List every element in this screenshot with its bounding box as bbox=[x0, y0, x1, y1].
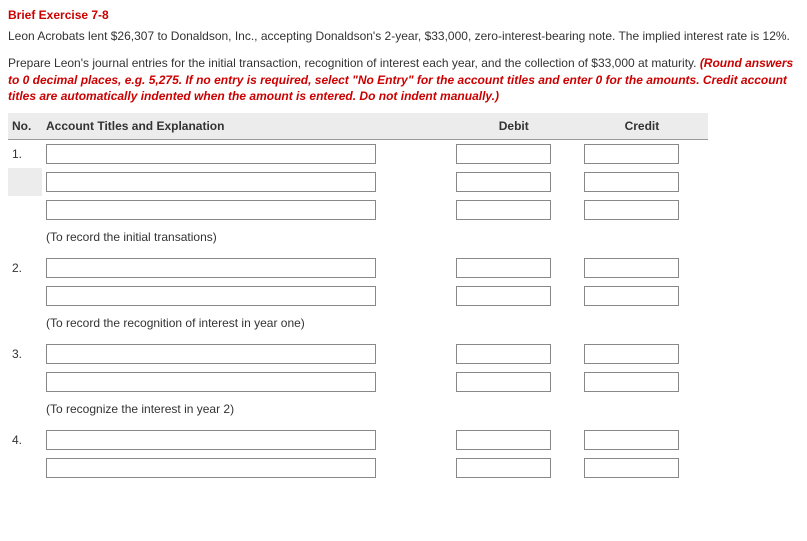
exercise-title: Brief Exercise 7-8 bbox=[8, 8, 799, 22]
debit-input[interactable] bbox=[456, 200, 551, 220]
explanation-text: (To recognize the interest in year 2) bbox=[42, 396, 708, 426]
credit-input[interactable] bbox=[584, 200, 679, 220]
credit-input[interactable] bbox=[584, 430, 679, 450]
account-input[interactable] bbox=[46, 286, 376, 306]
instructions-plain: Prepare Leon's journal entries for the i… bbox=[8, 56, 700, 70]
account-input[interactable] bbox=[46, 144, 376, 164]
header-no: No. bbox=[8, 113, 42, 140]
row-number: 1. bbox=[8, 140, 42, 169]
table-row bbox=[8, 196, 708, 224]
table-row: 4. bbox=[8, 426, 708, 454]
debit-input[interactable] bbox=[456, 286, 551, 306]
explanation-text: (To record the recognition of interest i… bbox=[42, 310, 708, 340]
instructions: Prepare Leon's journal entries for the i… bbox=[8, 55, 799, 105]
credit-input[interactable] bbox=[584, 172, 679, 192]
table-row: 1. bbox=[8, 140, 708, 169]
row-number: 3. bbox=[8, 340, 42, 368]
row-number: 4. bbox=[8, 426, 42, 454]
table-row bbox=[8, 282, 708, 310]
table-row: 3. bbox=[8, 340, 708, 368]
credit-input[interactable] bbox=[584, 258, 679, 278]
debit-input[interactable] bbox=[456, 144, 551, 164]
account-input[interactable] bbox=[46, 458, 376, 478]
table-row bbox=[8, 168, 708, 196]
header-credit: Credit bbox=[580, 113, 708, 140]
account-input[interactable] bbox=[46, 344, 376, 364]
debit-input[interactable] bbox=[456, 258, 551, 278]
debit-input[interactable] bbox=[456, 458, 551, 478]
problem-statement: Leon Acrobats lent $26,307 to Donaldson,… bbox=[8, 28, 799, 45]
credit-input[interactable] bbox=[584, 372, 679, 392]
table-header-row: No. Account Titles and Explanation Debit… bbox=[8, 113, 708, 140]
credit-input[interactable] bbox=[584, 286, 679, 306]
header-debit: Debit bbox=[452, 113, 580, 140]
explanation-row: (To record the initial transations) bbox=[8, 224, 708, 254]
debit-input[interactable] bbox=[456, 344, 551, 364]
journal-entry-table: No. Account Titles and Explanation Debit… bbox=[8, 113, 708, 482]
debit-input[interactable] bbox=[456, 430, 551, 450]
table-row bbox=[8, 368, 708, 396]
table-row: 2. bbox=[8, 254, 708, 282]
explanation-row: (To record the recognition of interest i… bbox=[8, 310, 708, 340]
debit-input[interactable] bbox=[456, 172, 551, 192]
credit-input[interactable] bbox=[584, 144, 679, 164]
explanation-text: (To record the initial transations) bbox=[42, 224, 708, 254]
account-input[interactable] bbox=[46, 430, 376, 450]
account-input[interactable] bbox=[46, 372, 376, 392]
account-input[interactable] bbox=[46, 200, 376, 220]
account-input[interactable] bbox=[46, 258, 376, 278]
row-number: 2. bbox=[8, 254, 42, 282]
explanation-row: (To recognize the interest in year 2) bbox=[8, 396, 708, 426]
table-row bbox=[8, 454, 708, 482]
credit-input[interactable] bbox=[584, 458, 679, 478]
account-input[interactable] bbox=[46, 172, 376, 192]
header-account: Account Titles and Explanation bbox=[42, 113, 452, 140]
debit-input[interactable] bbox=[456, 372, 551, 392]
credit-input[interactable] bbox=[584, 344, 679, 364]
